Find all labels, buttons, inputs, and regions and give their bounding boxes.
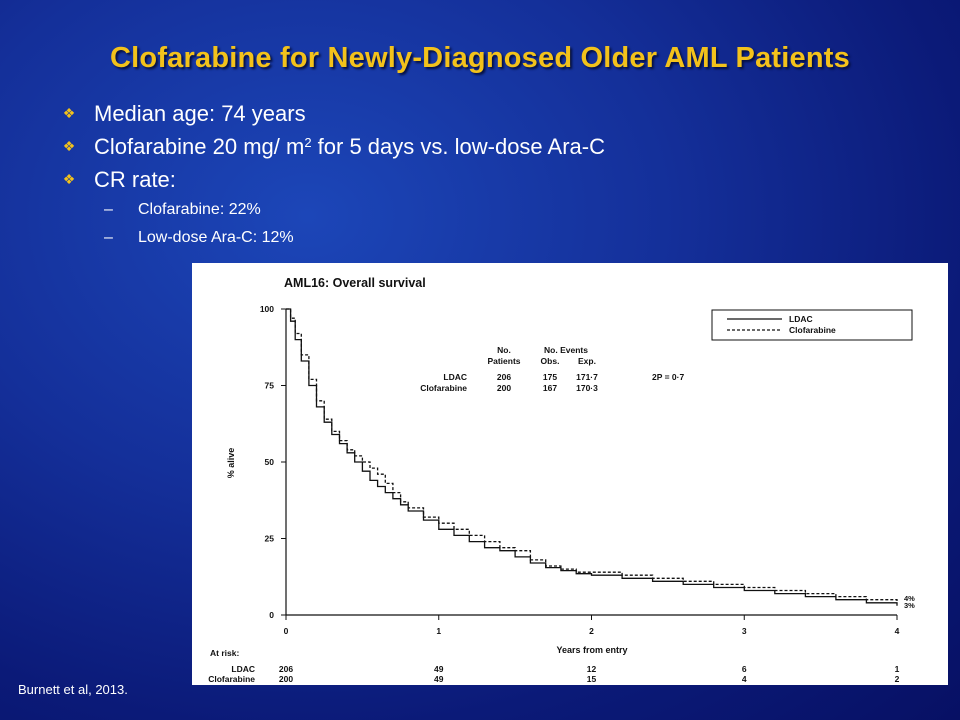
end-label-ldac: 3%: [904, 601, 915, 610]
table-cell: 206: [497, 372, 511, 382]
bullet-median-age: ❖ Median age: 74 years: [58, 97, 605, 130]
bullet-text: Median age: 74 years: [94, 101, 306, 126]
table-header-no-events: No. Events: [544, 345, 588, 355]
legend-frame: [711, 309, 913, 341]
survival-chart: AML16: Overall survival % alive Years fr…: [208, 276, 915, 684]
sub-bullet-dash: –: [104, 229, 113, 246]
at-risk-row-label-ldac: LDAC: [231, 664, 255, 674]
sub-bullet-text: Low-dose Ara-C: 12%: [138, 229, 294, 246]
diamond-bullet-icon: ❖: [62, 138, 76, 154]
citation: Burnett et al, 2013.: [18, 682, 128, 697]
at-risk-value: 4: [742, 674, 747, 684]
legend-label-clofarabine: Clofarabine: [789, 325, 836, 335]
bullet-list: ❖ Median age: 74 years ❖ Clofarabine 20 …: [58, 97, 605, 252]
y-tick-label: 0: [269, 610, 274, 620]
at-risk-heading: At risk:: [210, 648, 239, 658]
x-tick-label: 2: [589, 626, 594, 636]
sub-bullet-clofarabine: – Clofarabine: 22%: [58, 196, 605, 224]
at-risk-value: 6: [742, 664, 747, 674]
table-cell: 175: [543, 372, 557, 382]
bullet-text: Clofarabine 20 mg/ m: [94, 134, 305, 159]
sub-bullet-ldac: – Low-dose Ara-C: 12%: [58, 224, 605, 252]
at-risk-value: 12: [587, 664, 597, 674]
bullet-dosing: ❖ Clofarabine 20 mg/ m2 for 5 days vs. l…: [58, 130, 605, 163]
end-label-clofarabine: 4%: [904, 594, 915, 603]
table-cell: 171·7: [576, 372, 598, 382]
y-tick-label: 75: [265, 381, 275, 391]
y-tick-label: 100: [260, 304, 274, 314]
x-tick-label: 0: [284, 626, 289, 636]
table-header-no: No.: [497, 345, 511, 355]
y-tick-label: 25: [265, 534, 275, 544]
at-risk-value: 1: [895, 664, 900, 674]
x-axis-label: Years from entry: [556, 645, 627, 655]
y-axis-label: % alive: [226, 448, 236, 479]
table-cell: 200: [497, 383, 511, 393]
bullet-text: CR rate:: [94, 167, 176, 192]
series-line-ldac: [286, 308, 898, 606]
table-row-label-ldac: LDAC: [443, 372, 467, 382]
table-header-patients: Patients: [487, 356, 520, 366]
at-risk-value: 200: [279, 674, 293, 684]
at-risk-value: 206: [279, 664, 293, 674]
bullet-text-after: for 5 days vs. low-dose Ara-C: [311, 134, 606, 159]
x-tick-label: 4: [895, 626, 900, 636]
table-cell: 167: [543, 383, 557, 393]
bullet-cr-rate: ❖ CR rate:: [58, 163, 605, 196]
chart-title: AML16: Overall survival: [284, 276, 426, 290]
sub-bullet-dash: –: [104, 201, 113, 218]
survival-chart-panel: AML16: Overall survival % alive Years fr…: [192, 263, 948, 685]
table-cell: 170·3: [576, 383, 598, 393]
table-header-exp: Exp.: [578, 356, 596, 366]
at-risk-value: 49: [434, 674, 444, 684]
bullet-superscript: 2: [304, 135, 312, 150]
at-risk-value: 2: [895, 674, 900, 684]
x-tick-label: 1: [436, 626, 441, 636]
sub-bullet-text: Clofarabine: 22%: [138, 201, 261, 218]
x-tick-label: 3: [742, 626, 747, 636]
table-row-label-clofarabine: Clofarabine: [420, 383, 467, 393]
diamond-bullet-icon: ❖: [62, 105, 76, 121]
y-tick-label: 50: [265, 457, 275, 467]
diamond-bullet-icon: ❖: [62, 171, 76, 187]
series-line-clofarabine: [286, 308, 898, 603]
p-value: 2P = 0·7: [652, 372, 684, 382]
slide-title: Clofarabine for Newly-Diagnosed Older AM…: [110, 42, 850, 74]
at-risk-value: 15: [587, 674, 597, 684]
at-risk-row-label-clofarabine: Clofarabine: [208, 674, 255, 684]
at-risk-value: 49: [434, 664, 444, 674]
table-header-obs: Obs.: [541, 356, 560, 366]
legend-label-ldac: LDAC: [789, 314, 813, 324]
